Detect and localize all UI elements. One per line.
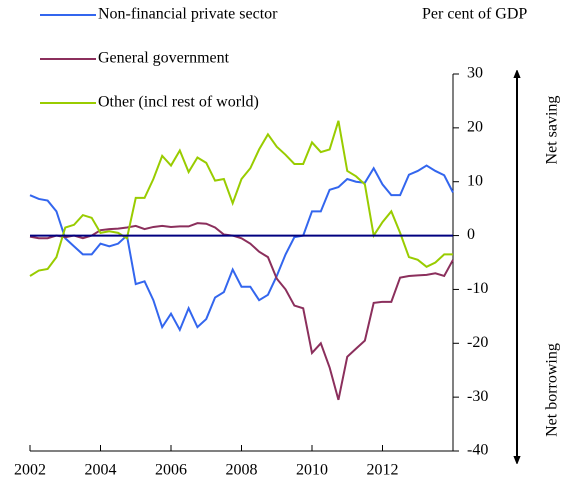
y-tick-label: -40 [467,442,488,459]
x-tick-label: 2012 [367,462,399,479]
x-tick-label: 2006 [155,462,187,479]
y-tick-label: 10 [467,172,483,189]
y-tick-label: -10 [467,280,488,297]
x-tick-label: 2008 [226,462,258,479]
x-tick-label: 2004 [85,462,117,479]
series-line [29,164,454,333]
y-tick-label: 30 [467,65,483,82]
y-tick-label: -30 [467,388,488,405]
x-tick-label: 2002 [14,462,46,479]
annotation: Net saving [544,96,561,165]
x-tick-label: 2010 [296,462,328,479]
y-tick-label: 20 [467,119,483,136]
annotation: Net borrowing [544,343,561,437]
unit-label: Per cent of GDP [422,6,527,23]
series-line [29,222,454,401]
legend-label: Non-financial private sector [98,6,278,23]
legend-label: Other (incl rest of world) [98,94,259,111]
series-line [29,120,453,277]
legend-label: General government [98,50,230,67]
y-tick-label: -20 [467,334,488,351]
y-tick-label: 0 [467,226,475,243]
